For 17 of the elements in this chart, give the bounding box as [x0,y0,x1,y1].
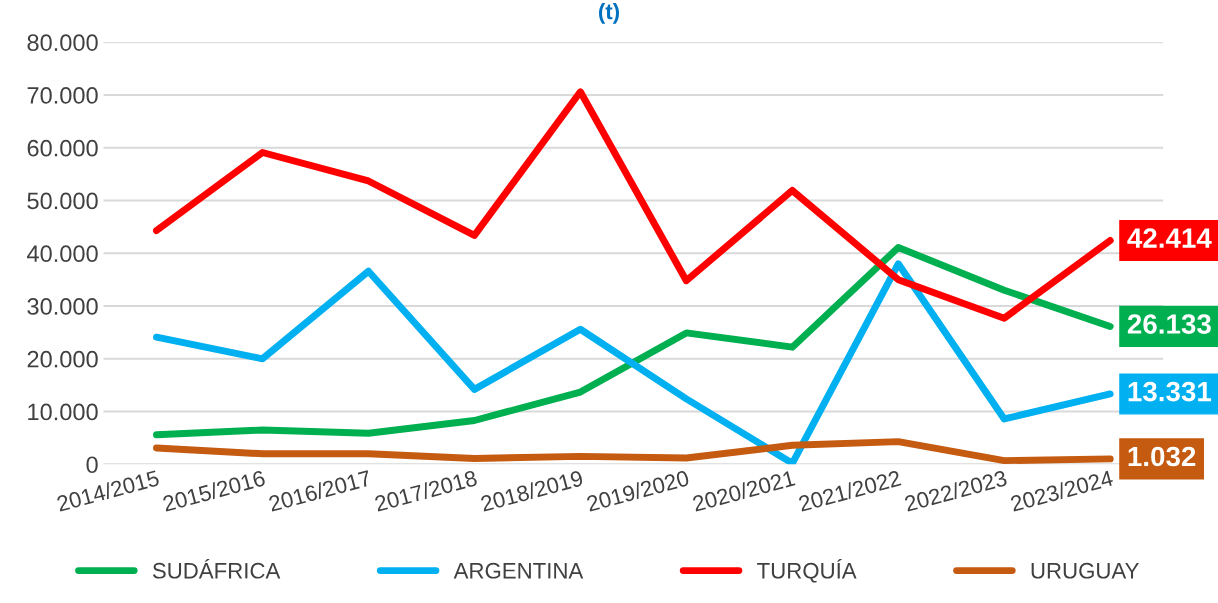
y-tick-label: 30.000 [27,298,98,315]
data-label: 13.331 [1128,381,1212,402]
y-tick-label: 10.000 [28,403,98,421]
legend-label: URUGUAY [1031,562,1139,579]
legend-label: SUDÁFRICA [152,559,281,579]
data-label: 1.032 [1128,446,1196,467]
y-tick-label: 80.000 [27,34,98,51]
data-label: 42.414 [1127,228,1212,248]
y-tick-label: 60.000 [27,139,98,157]
legend-label: ARGENTINA [453,562,584,579]
y-tick-label: 40.000 [27,245,98,263]
legend-label: TURQUÍA [757,559,857,583]
chart-title: (t) [599,3,619,24]
data-label: 26.133 [1127,314,1211,334]
y-tick-label: 70.000 [27,87,98,104]
y-tick-label: 20.000 [27,350,98,368]
y-tick-label: 50.000 [27,192,98,210]
